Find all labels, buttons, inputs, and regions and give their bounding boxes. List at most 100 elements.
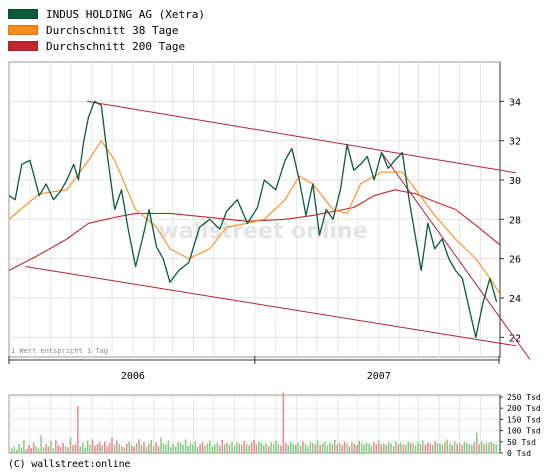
volume-y-tick-label: 100 Tsd [507, 427, 541, 436]
volume-bar [490, 441, 493, 453]
volume-bar [314, 444, 316, 453]
volume-bar [140, 444, 143, 453]
volume-bar [461, 444, 463, 453]
volume-bar [309, 442, 312, 453]
volume-bar [201, 442, 204, 453]
volume-bar [11, 448, 13, 453]
volume-bar [104, 441, 106, 453]
x-axis: 2006 2007 [8, 356, 500, 382]
volume-bars [11, 392, 498, 453]
y-tick-label: 30 [509, 176, 521, 187]
volume-bar [321, 443, 324, 453]
volume-bar [392, 446, 395, 453]
volume-bar [216, 442, 219, 453]
volume-bar [402, 444, 405, 453]
legend-label-stock: INDUS HOLDING AG (Xetra) [46, 7, 205, 21]
volume-bar [67, 447, 69, 453]
y-tick-label: 34 [509, 97, 521, 108]
volume-bar [204, 445, 206, 453]
volume-bar [331, 444, 334, 453]
volume-bar [236, 442, 238, 453]
volume-bar [385, 444, 387, 453]
volume-bar [397, 444, 400, 453]
volume-bar [253, 439, 255, 453]
volume-bar [255, 444, 258, 453]
x-tick-label: 2007 [367, 371, 391, 382]
volume-bar [260, 443, 263, 453]
volume-bar [466, 443, 468, 453]
volume-bar [214, 444, 216, 453]
volume-bar [419, 444, 422, 453]
volume-bar [351, 442, 353, 453]
copyright-footer: (C) wallstreet:online [8, 459, 131, 470]
volume-bar [434, 441, 436, 453]
volume-bar [52, 448, 55, 453]
volume-bar [155, 442, 157, 453]
volume-bar [145, 446, 148, 453]
volume-bar [290, 441, 292, 453]
y-tick-label: 24 [509, 294, 521, 305]
volume-bar [50, 440, 52, 453]
volume-bar [13, 446, 15, 453]
volume-bar [387, 442, 390, 453]
volume-bar [187, 445, 189, 453]
volume-bar [324, 441, 326, 453]
volume-bar [353, 444, 356, 453]
volume-bar [468, 443, 471, 453]
volume-bar [280, 445, 282, 453]
volume-bar [223, 444, 226, 453]
volume-bar [197, 446, 199, 453]
volume-bar [77, 406, 79, 453]
legend-item-stock[interactable]: INDUS HOLDING AG (Xetra) [8, 6, 205, 22]
volume-bar [395, 441, 397, 453]
volume-bar [275, 440, 277, 453]
volume-bar [270, 442, 272, 453]
volume-bar [338, 443, 341, 453]
volume-bar [238, 443, 241, 453]
volume-bar [116, 440, 118, 453]
volume-bar [378, 440, 380, 453]
volume-bar [358, 440, 360, 453]
volume-bar [89, 444, 91, 453]
trendline-3-extension [499, 317, 531, 360]
volume-bar [162, 443, 165, 453]
volume-bar [441, 444, 444, 453]
volume-bar [285, 443, 287, 453]
volume-bar [123, 447, 126, 453]
volume-bar [439, 444, 441, 453]
volume-bar [165, 444, 167, 453]
y-tick-label: 32 [509, 137, 521, 148]
volume-bar [219, 445, 221, 453]
volume-bar [458, 442, 461, 453]
volume-bar [307, 446, 309, 453]
volume-bar [106, 446, 108, 453]
volume-bar [86, 440, 89, 453]
volume-bar [111, 437, 113, 453]
trendline-2 [25, 266, 501, 344]
vertical-grid [29, 62, 481, 453]
volume-y-tick-label: 50 Tsd [507, 438, 536, 447]
volume-bar [126, 444, 128, 453]
series-ma38-line [8, 140, 501, 295]
volume-bar [471, 444, 473, 453]
volume-bar [444, 442, 446, 453]
volume-bar [370, 445, 373, 453]
volume-bar [40, 435, 42, 453]
legend: INDUS HOLDING AG (Xetra) Durchschnitt 38… [8, 6, 205, 54]
volume-bar [375, 444, 378, 453]
legend-swatch-ma38 [8, 25, 38, 35]
volume-bar [157, 446, 160, 453]
volume-bar [245, 444, 248, 453]
volume-bar [329, 442, 331, 453]
watermark: wallstreet online [158, 219, 367, 244]
trendlines [25, 100, 531, 360]
volume-bar [446, 439, 449, 453]
legend-item-ma200[interactable]: Durchschnitt 200 Tage [8, 38, 205, 54]
volume-bar [121, 446, 123, 453]
volume-bar [431, 444, 434, 453]
volume-bar [199, 444, 201, 453]
legend-item-ma38[interactable]: Durchschnitt 38 Tage [8, 22, 205, 38]
volume-bar [429, 443, 431, 453]
trendline-2-extension [499, 342, 517, 347]
x-tick-label: 2006 [121, 371, 145, 382]
